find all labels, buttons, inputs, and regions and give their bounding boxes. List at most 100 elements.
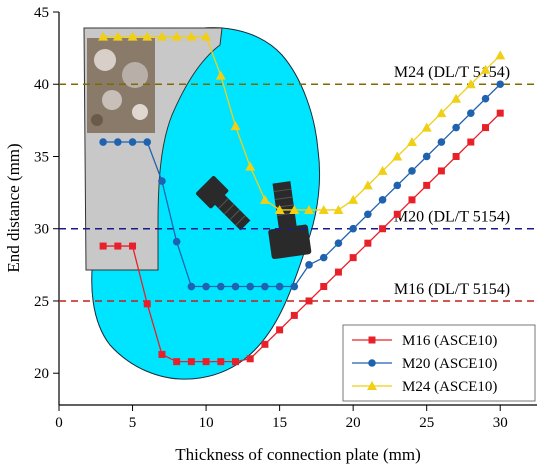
data-point bbox=[276, 326, 284, 334]
data-point bbox=[158, 350, 166, 358]
series-line bbox=[103, 35, 501, 211]
data-point bbox=[379, 225, 387, 233]
data-point bbox=[128, 138, 137, 146]
data-point bbox=[216, 282, 225, 291]
data-point bbox=[114, 242, 122, 250]
y-tick-label: 40 bbox=[34, 77, 49, 93]
data-point bbox=[437, 167, 445, 175]
data-point bbox=[231, 358, 239, 366]
data-point bbox=[364, 210, 372, 219]
data-point bbox=[202, 282, 210, 291]
data-point bbox=[275, 282, 284, 291]
data-point bbox=[422, 152, 431, 161]
y-tick-label: 30 bbox=[34, 222, 49, 238]
data-point bbox=[201, 31, 212, 41]
series bbox=[99, 109, 504, 366]
data-point bbox=[290, 282, 299, 291]
data-point bbox=[368, 359, 376, 367]
legend-entry: M24 (ASCE10) bbox=[352, 379, 497, 395]
data-point bbox=[99, 138, 107, 146]
data-point bbox=[259, 194, 270, 204]
y-tick-label: 25 bbox=[34, 294, 49, 310]
data-point bbox=[156, 31, 167, 41]
data-point bbox=[318, 204, 329, 214]
data-point bbox=[437, 138, 446, 146]
series-layer bbox=[98, 31, 506, 366]
axes: 0 5 10 15 20 25 30 20 25 30 35 40 45 Thickness of c… bbox=[4, 5, 537, 464]
data-point bbox=[451, 93, 462, 103]
data-point bbox=[467, 109, 475, 117]
data-point bbox=[304, 204, 315, 214]
data-point bbox=[217, 358, 225, 366]
data-point bbox=[362, 180, 373, 190]
data-point bbox=[245, 161, 256, 171]
data-point bbox=[481, 94, 490, 103]
data-point bbox=[482, 124, 490, 132]
reference-line-label: M24 (DL/T 5154) bbox=[394, 64, 510, 81]
data-point bbox=[202, 358, 210, 366]
data-point bbox=[261, 282, 269, 291]
legend: M16 (ASCE10) M20 (ASCE10) M24 (ASCE10) bbox=[342, 324, 536, 402]
data-point bbox=[158, 177, 166, 185]
data-point bbox=[305, 261, 313, 269]
data-point bbox=[423, 181, 431, 189]
legend-label: M16 (ASCE10) bbox=[402, 333, 497, 349]
data-point bbox=[112, 31, 123, 41]
data-point bbox=[364, 239, 372, 247]
data-point bbox=[367, 381, 377, 390]
reference-line-label: M20 (DL/T 5154) bbox=[394, 209, 510, 226]
bolt-icon-right bbox=[268, 181, 312, 260]
data-point bbox=[349, 224, 357, 233]
data-point bbox=[378, 196, 387, 204]
x-tick-label: 20 bbox=[346, 415, 361, 431]
data-point bbox=[421, 122, 432, 132]
data-point bbox=[349, 254, 357, 262]
data-point bbox=[467, 138, 475, 146]
legend-entry: M20 (ASCE10) bbox=[352, 356, 497, 372]
data-point bbox=[187, 358, 195, 366]
data-point bbox=[173, 358, 181, 366]
data-point bbox=[171, 31, 182, 41]
data-point bbox=[348, 194, 359, 204]
data-point bbox=[261, 340, 269, 348]
photo-inset bbox=[87, 38, 155, 133]
x-tick-label: 30 bbox=[493, 415, 508, 431]
series bbox=[99, 80, 505, 291]
legend-entry: M16 (ASCE10) bbox=[352, 333, 497, 349]
reference-lines: M24 (DL/T 5154) M20 (DL/T 5154) M16 (DL/T … bbox=[59, 64, 537, 302]
data-point bbox=[98, 31, 109, 41]
data-point bbox=[99, 242, 107, 250]
data-point bbox=[143, 138, 152, 146]
data-point bbox=[393, 181, 402, 190]
x-tick-label: 25 bbox=[419, 415, 434, 431]
legend-label: M24 (ASCE10) bbox=[402, 379, 497, 395]
data-point bbox=[406, 137, 417, 147]
data-point bbox=[186, 31, 197, 41]
background-illustration bbox=[83, 27, 321, 380]
data-point bbox=[452, 123, 460, 132]
data-point bbox=[230, 121, 241, 131]
data-point bbox=[305, 297, 313, 305]
series-line bbox=[103, 83, 501, 288]
legend-label: M20 (ASCE10) bbox=[402, 356, 497, 372]
reference-line-label: M16 (DL/T 5154) bbox=[394, 281, 510, 298]
data-point bbox=[127, 31, 138, 41]
data-point bbox=[408, 167, 416, 175]
data-point bbox=[129, 242, 137, 250]
data-point bbox=[368, 336, 376, 344]
data-point bbox=[246, 282, 254, 291]
x-tick-label: 15 bbox=[272, 415, 287, 431]
data-point bbox=[289, 204, 300, 214]
data-point bbox=[274, 204, 285, 214]
data-point bbox=[334, 268, 342, 276]
data-point bbox=[452, 152, 460, 160]
x-tick-label: 5 bbox=[129, 415, 137, 431]
data-point bbox=[465, 79, 476, 89]
y-tick-label: 20 bbox=[34, 366, 49, 382]
data-point bbox=[377, 165, 388, 175]
y-ticks: 20 25 30 35 40 45 bbox=[34, 5, 59, 382]
data-point bbox=[290, 311, 298, 319]
data-point bbox=[231, 282, 240, 291]
data-point bbox=[393, 210, 401, 218]
